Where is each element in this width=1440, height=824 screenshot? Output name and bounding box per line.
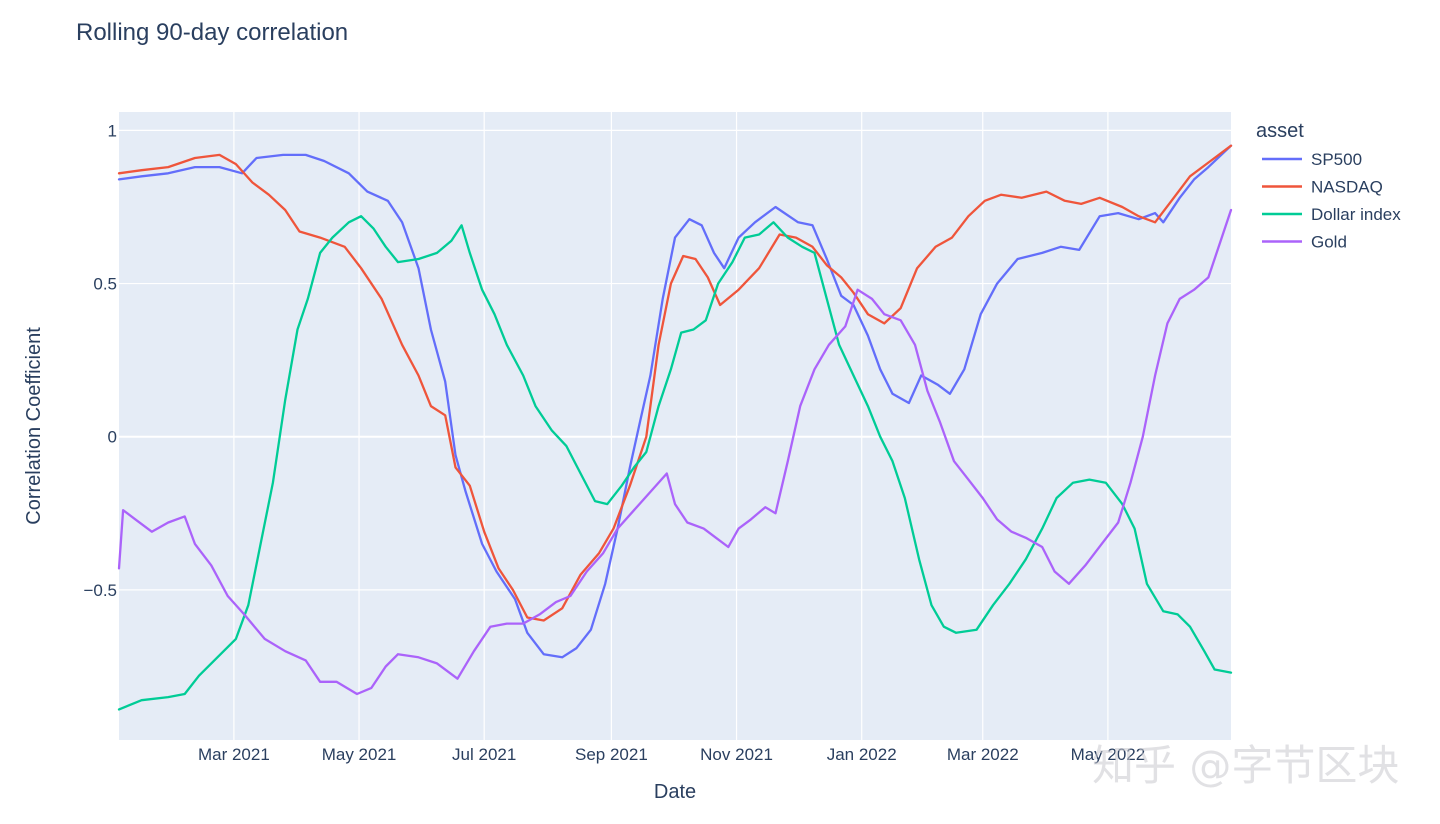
x-tick-label: Nov 2021 bbox=[700, 745, 773, 764]
x-tick-label: Sep 2021 bbox=[575, 745, 648, 764]
x-tick-label: May 2021 bbox=[322, 745, 397, 764]
series-line-gold bbox=[117, 208, 1233, 696]
y-axis-ticks: 1 0.5 0 −0.5 bbox=[83, 121, 117, 600]
legend-label: Gold bbox=[1311, 233, 1347, 252]
x-tick-label: Jul 2021 bbox=[452, 745, 516, 764]
grid-lines bbox=[119, 112, 1231, 740]
legend-item-gold[interactable]: Gold bbox=[1262, 233, 1347, 252]
series-lines bbox=[117, 144, 1233, 711]
legend-item-sp500[interactable]: SP500 bbox=[1262, 150, 1362, 169]
series-line-sp500 bbox=[117, 144, 1233, 659]
y-tick-label: 0 bbox=[108, 428, 117, 447]
x-tick-label: May 2022 bbox=[1071, 745, 1146, 764]
legend-item-dollar-index[interactable]: Dollar index bbox=[1262, 205, 1401, 224]
watermark-logo: 知乎 @字节区块 bbox=[1092, 741, 1399, 790]
legend-label: Dollar index bbox=[1311, 205, 1401, 224]
legend-label: NASDAQ bbox=[1311, 178, 1383, 197]
x-tick-label: Mar 2021 bbox=[198, 745, 270, 764]
series-line-dollar-index bbox=[117, 215, 1233, 711]
x-tick-label: Mar 2022 bbox=[947, 745, 1019, 764]
y-tick-label: 1 bbox=[108, 121, 117, 140]
legend-title: asset bbox=[1256, 120, 1304, 142]
legend-item-nasdaq[interactable]: NASDAQ bbox=[1262, 178, 1383, 197]
x-tick-label: Jan 2022 bbox=[827, 745, 897, 764]
legend-items: SP500 NASDAQ Dollar index Gold bbox=[1262, 150, 1401, 252]
legend: asset SP500 NASDAQ Dollar index Gold bbox=[1256, 120, 1401, 252]
legend-label: SP500 bbox=[1311, 150, 1362, 169]
y-tick-label: 0.5 bbox=[93, 275, 117, 294]
x-axis-title: Date bbox=[654, 781, 696, 803]
plot-area bbox=[119, 112, 1231, 740]
y-tick-label: −0.5 bbox=[83, 581, 117, 600]
x-axis-ticks: Mar 2021 May 2021 Jul 2021 Sep 2021 Nov 2021… bbox=[198, 745, 1145, 764]
series-line-nasdaq bbox=[117, 144, 1233, 622]
y-axis-title: Correlation Coefficient bbox=[23, 327, 45, 525]
chart-title: Rolling 90-day correlation bbox=[76, 19, 348, 46]
